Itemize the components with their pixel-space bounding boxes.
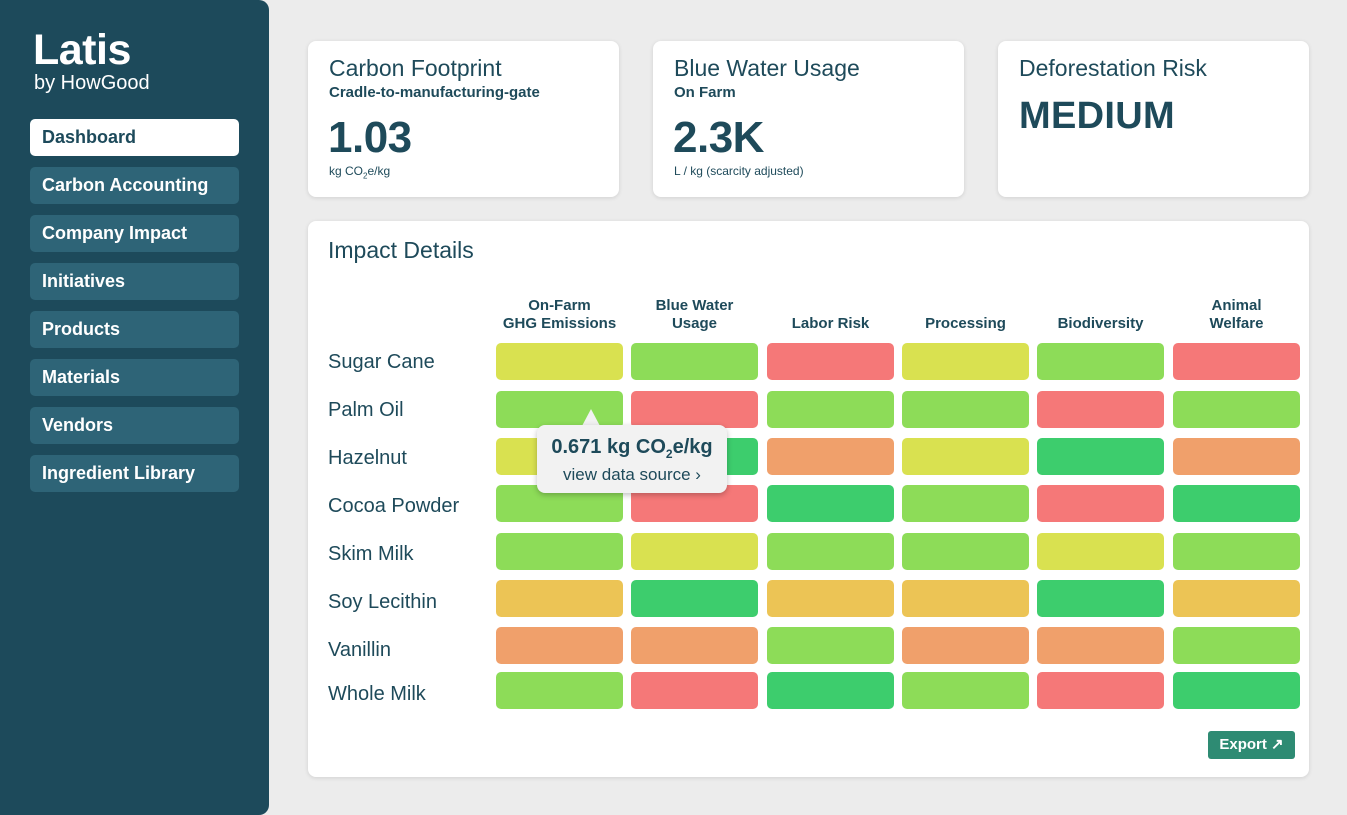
blue-water-unit: L / kg (scarcity adjusted) <box>674 164 804 178</box>
impact-cell-labor-risk[interactable] <box>767 485 894 522</box>
impact-cell-animal-welfare[interactable] <box>1173 580 1300 617</box>
impact-cell-blue-water[interactable] <box>631 533 758 570</box>
carbon-footprint-title: Carbon Footprint <box>329 55 502 81</box>
carbon-footprint-value: 1.03 <box>328 113 412 162</box>
impact-cell-biodiversity[interactable] <box>1037 485 1164 522</box>
column-header-blue-water: Blue Water Usage <box>655 297 734 332</box>
row-label: Soy Lecithin <box>328 591 437 613</box>
blue-water-subtitle: On Farm <box>674 84 736 101</box>
impact-cell-animal-welfare[interactable] <box>1173 533 1300 570</box>
column-header-labor-risk: Labor Risk <box>791 315 870 332</box>
impact-cell-animal-welfare[interactable] <box>1173 343 1300 380</box>
carbon-footprint-card: Carbon Footprint Cradle-to-manufacturing… <box>308 41 619 197</box>
impact-details-title: Impact Details <box>328 237 474 263</box>
sidebar-item-vendors[interactable]: Vendors <box>30 407 239 444</box>
impact-cell-labor-risk[interactable] <box>767 391 894 428</box>
sidebar-item-initiatives[interactable]: Initiatives <box>30 263 239 300</box>
row-label: Whole Milk <box>328 683 426 705</box>
impact-cell-blue-water[interactable] <box>631 391 758 428</box>
sidebar-item-products[interactable]: Products <box>30 311 239 348</box>
column-header-biodiversity: Biodiversity <box>1057 315 1144 332</box>
impact-cell-processing[interactable] <box>902 485 1029 522</box>
blue-water-title: Blue Water Usage <box>674 55 860 81</box>
view-data-source-link[interactable]: view data source › <box>563 465 701 484</box>
impact-cell-processing[interactable] <box>902 343 1029 380</box>
export-button[interactable]: Export ↗ <box>1208 731 1295 759</box>
impact-cell-on-farm-ghg[interactable] <box>496 580 623 617</box>
impact-cell-animal-welfare[interactable] <box>1173 438 1300 475</box>
tooltip-value: 0.671 kg CO2e/kg <box>551 436 713 461</box>
row-label: Skim Milk <box>328 543 414 565</box>
impact-cell-on-farm-ghg[interactable] <box>496 627 623 664</box>
impact-cell-labor-risk[interactable] <box>767 343 894 380</box>
impact-cell-blue-water[interactable] <box>631 627 758 664</box>
impact-cell-labor-risk[interactable] <box>767 438 894 475</box>
carbon-footprint-unit: kg CO2e/kg <box>329 164 391 181</box>
sidebar-item-carbon-accounting[interactable]: Carbon Accounting <box>30 167 239 204</box>
impact-cell-blue-water[interactable] <box>631 672 758 709</box>
impact-cell-processing[interactable] <box>902 438 1029 475</box>
column-header-on-farm-ghg: On-Farm GHG Emissions <box>502 297 617 332</box>
impact-cell-labor-risk[interactable] <box>767 672 894 709</box>
impact-cell-animal-welfare[interactable] <box>1173 627 1300 664</box>
impact-cell-on-farm-ghg[interactable] <box>496 391 623 428</box>
impact-cell-animal-welfare[interactable] <box>1173 391 1300 428</box>
sidebar-nav: Dashboard Carbon Accounting Company Impa… <box>30 119 239 503</box>
sidebar-item-dashboard[interactable]: Dashboard <box>30 119 239 156</box>
tooltip-arrow <box>582 409 600 426</box>
impact-cell-biodiversity[interactable] <box>1037 533 1164 570</box>
impact-cell-labor-risk[interactable] <box>767 627 894 664</box>
brand-subtitle: by HowGood <box>34 72 150 94</box>
impact-cell-on-farm-ghg[interactable] <box>496 533 623 570</box>
impact-cell-biodiversity[interactable] <box>1037 627 1164 664</box>
impact-cell-biodiversity[interactable] <box>1037 672 1164 709</box>
impact-cell-biodiversity[interactable] <box>1037 580 1164 617</box>
sidebar-item-ingredient-library[interactable]: Ingredient Library <box>30 455 239 492</box>
blue-water-card: Blue Water Usage On Farm 2.3K L / kg (sc… <box>653 41 964 197</box>
blue-water-value: 2.3K <box>673 113 764 162</box>
deforestation-risk-value: MEDIUM <box>1019 95 1175 137</box>
impact-cell-biodiversity[interactable] <box>1037 391 1164 428</box>
impact-cell-labor-risk[interactable] <box>767 580 894 617</box>
impact-cell-labor-risk[interactable] <box>767 533 894 570</box>
deforestation-risk-title: Deforestation Risk <box>1019 55 1207 81</box>
row-label: Vanillin <box>328 639 391 661</box>
column-header-processing: Processing <box>925 315 1006 332</box>
sidebar-item-materials[interactable]: Materials <box>30 359 239 396</box>
row-label: Sugar Cane <box>328 351 435 373</box>
impact-cell-processing[interactable] <box>902 391 1029 428</box>
column-header-animal-welfare: Animal Welfare <box>1209 297 1264 332</box>
impact-cell-animal-welfare[interactable] <box>1173 485 1300 522</box>
carbon-footprint-subtitle: Cradle-to-manufacturing-gate <box>329 84 540 101</box>
impact-cell-biodiversity[interactable] <box>1037 438 1164 475</box>
impact-cell-blue-water[interactable] <box>631 580 758 617</box>
impact-cell-processing[interactable] <box>902 580 1029 617</box>
data-tooltip: 0.671 kg CO2e/kg view data source › <box>537 425 727 493</box>
impact-cell-animal-welfare[interactable] <box>1173 672 1300 709</box>
row-label: Palm Oil <box>328 399 404 421</box>
impact-details-card: Impact Details Export ↗ On-Farm GHG Emiss… <box>308 221 1309 777</box>
impact-cell-on-farm-ghg[interactable] <box>496 672 623 709</box>
impact-cell-processing[interactable] <box>902 533 1029 570</box>
sidebar: Latis by HowGood Dashboard Carbon Accoun… <box>0 0 269 815</box>
deforestation-risk-card: Deforestation Risk MEDIUM <box>998 41 1309 197</box>
sidebar-item-company-impact[interactable]: Company Impact <box>30 215 239 252</box>
impact-cell-blue-water[interactable] <box>631 343 758 380</box>
impact-cell-biodiversity[interactable] <box>1037 343 1164 380</box>
impact-cell-on-farm-ghg[interactable] <box>496 343 623 380</box>
impact-cell-processing[interactable] <box>902 672 1029 709</box>
impact-cell-processing[interactable] <box>902 627 1029 664</box>
row-label: Cocoa Powder <box>328 495 460 517</box>
brand-name: Latis <box>33 26 131 74</box>
row-label: Hazelnut <box>328 447 407 469</box>
